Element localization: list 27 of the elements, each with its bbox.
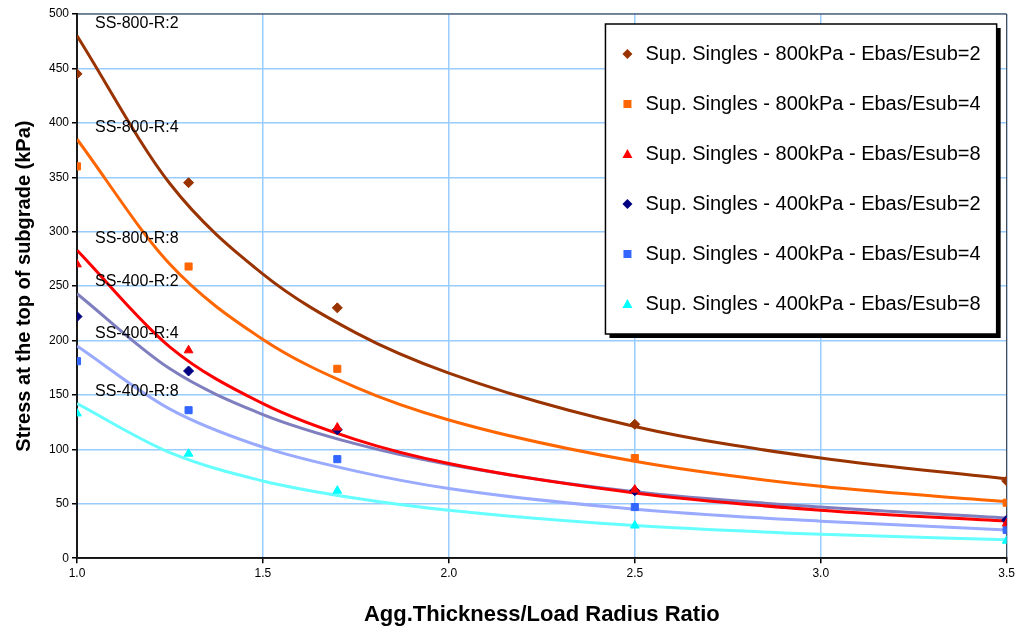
legend-label: Sup. Singles - 400kPa - Ebas/Esub=8 [645,291,981,314]
y-tick-label: 100 [48,441,70,456]
y-axis-title: Stress at the top of subgrade (kPa) [11,120,34,452]
y-tick-label: 350 [48,169,70,184]
y-tick-label: 500 [48,6,70,21]
y-tick-label: 0 [62,550,70,565]
x-tick-label: 3.0 [812,565,830,580]
x-tick-label: 1.0 [68,565,86,580]
series-label: SS-400-R:8 [95,382,179,400]
legend-label: Sup. Singles - 400kPa - Ebas/Esub=4 [645,241,981,264]
y-tick-label: 450 [48,60,70,75]
y-tick-label: 50 [55,496,70,511]
y-tick-label: 300 [48,223,70,238]
series-label: SS-800-R:2 [95,14,179,32]
x-tick-label: 2.0 [440,565,458,580]
legend-label: Sup. Singles - 800kPa - Ebas/Esub=8 [645,141,981,164]
y-tick-label: 250 [48,278,70,293]
x-tick-label: 2.5 [626,565,644,580]
legend-label: Sup. Singles - 400kPa - Ebas/Esub=2 [645,191,981,214]
y-tick-label: 400 [48,115,70,130]
legend-label: Sup. Singles - 800kPa - Ebas/Esub=4 [645,91,981,114]
x-axis-title: Agg.Thickness/Load Radius Ratio [363,600,720,626]
x-tick-label: 3.5 [998,565,1016,580]
y-tick-label: 150 [48,387,70,402]
y-tick-label: 200 [48,332,70,347]
legend-label: Sup. Singles - 800kPa - Ebas/Esub=2 [645,41,981,64]
x-tick-label: 1.5 [254,565,272,580]
